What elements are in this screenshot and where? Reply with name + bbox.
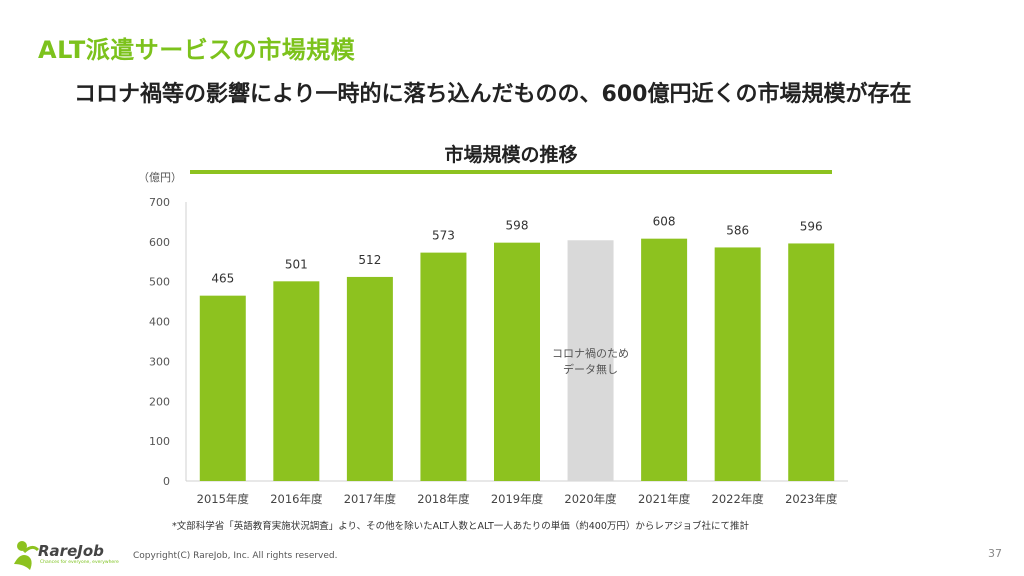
x-tick-label: 2016年度 bbox=[270, 492, 323, 506]
y-tick-label: 400 bbox=[149, 316, 170, 329]
y-tick-label: 300 bbox=[149, 355, 170, 368]
chart-title: 市場規模の推移 bbox=[444, 144, 578, 166]
rarejob-logo bbox=[14, 541, 40, 570]
no-data-bar bbox=[567, 240, 614, 481]
y-tick-label: 0 bbox=[163, 475, 170, 488]
bar bbox=[273, 281, 320, 481]
y-tick-label: 200 bbox=[149, 395, 170, 408]
bar bbox=[714, 247, 761, 481]
no-data-label: コロナ禍のため bbox=[552, 346, 629, 360]
footnote: *文部科学省「英語教育実施状況調査」より、その他を除いたALT人数とALT一人あ… bbox=[172, 521, 750, 532]
x-tick-label: 2020年度 bbox=[564, 492, 617, 506]
data-label: 512 bbox=[358, 253, 381, 267]
data-label: 598 bbox=[506, 219, 529, 233]
bar bbox=[420, 252, 467, 481]
bar-chart: （億円） 0 100 200 300 400 500 600 700 465 2015年度 501 20… bbox=[138, 171, 848, 506]
y-tick-label: 700 bbox=[149, 196, 170, 209]
x-tick-label: 2022年度 bbox=[712, 492, 765, 506]
x-tick-label: 2019年度 bbox=[491, 492, 544, 506]
bar bbox=[346, 276, 393, 481]
y-tick-label: 500 bbox=[149, 276, 170, 289]
logo-tagline: Chances for everyone, everywhere bbox=[40, 560, 119, 565]
x-tick-label: 2015年度 bbox=[197, 492, 250, 506]
x-tick-label: 2023年度 bbox=[785, 492, 838, 506]
data-label: 608 bbox=[653, 215, 676, 229]
chart-title-rule bbox=[190, 170, 832, 174]
data-label: 465 bbox=[211, 272, 234, 286]
data-label: 501 bbox=[285, 257, 308, 271]
y-tick-label: 600 bbox=[149, 236, 170, 249]
data-label: 586 bbox=[726, 223, 749, 237]
data-label: 573 bbox=[432, 229, 455, 243]
bar bbox=[494, 242, 540, 481]
y-unit-label: （億円） bbox=[138, 171, 182, 184]
headline: コロナ禍等の影響により一時的に落ち込んだものの、600億円近くの市場規模が存在 bbox=[74, 82, 912, 107]
page-number: 37 bbox=[988, 547, 1002, 560]
no-data-label: データ無し bbox=[563, 362, 618, 376]
logo-text: RareJob bbox=[38, 542, 104, 560]
x-tick-label: 2021年度 bbox=[638, 492, 691, 506]
bar bbox=[788, 243, 835, 481]
bar bbox=[641, 238, 688, 481]
bar bbox=[199, 295, 246, 481]
x-tick-label: 2017年度 bbox=[344, 492, 397, 506]
y-tick-label: 100 bbox=[149, 435, 170, 448]
copyright: Copyright(C) RareJob, Inc. All rights re… bbox=[133, 551, 338, 561]
slide-title: ALT派遣サービスの市場規模 bbox=[38, 36, 356, 64]
data-label: 596 bbox=[800, 219, 823, 233]
x-tick-label: 2018年度 bbox=[417, 492, 470, 506]
